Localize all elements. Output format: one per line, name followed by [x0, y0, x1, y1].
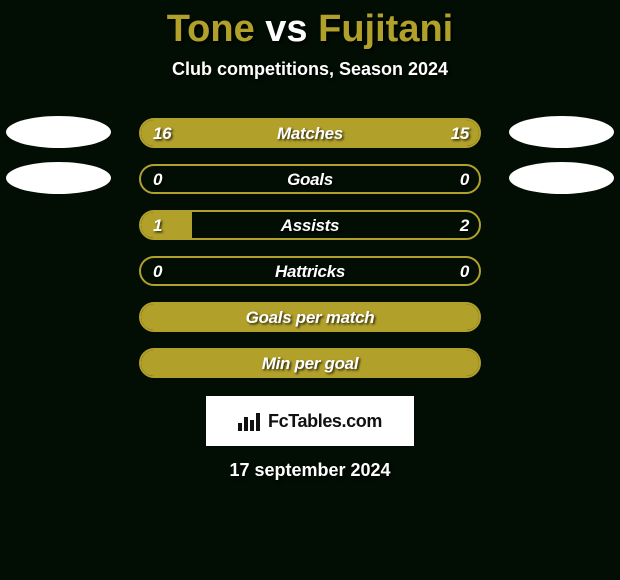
player-right-oval: [509, 116, 614, 148]
stat-value-left: 0: [153, 166, 162, 192]
player-left-oval: [6, 162, 111, 194]
stat-label: Matches: [141, 120, 479, 146]
source-badge: FcTables.com: [206, 396, 414, 446]
stat-row: Matches16 15: [0, 118, 620, 148]
stat-label: Min per goal: [141, 350, 479, 376]
stat-row: Goals0 0: [0, 164, 620, 194]
page-title: Tone vs Fujitani: [0, 8, 620, 51]
subtitle: Club competitions, Season 2024: [0, 59, 620, 80]
stat-bar: Assists1 2: [139, 210, 481, 240]
stat-bar: Min per goal: [139, 348, 481, 378]
stat-bar: Goals0 0: [139, 164, 481, 194]
stat-row: Goals per match: [0, 302, 620, 332]
stat-value-left: 0: [153, 258, 162, 284]
stat-bar: Matches16 15: [139, 118, 481, 148]
stat-value-right: 0: [460, 258, 469, 284]
datestamp: 17 september 2024: [0, 460, 620, 481]
title-right: Fujitani: [318, 8, 453, 50]
bars-icon: [238, 411, 262, 431]
title-vs: vs: [265, 8, 307, 50]
comparison-infographic: Tone vs Fujitani Club competitions, Seas…: [0, 8, 620, 580]
title-left: Tone: [167, 8, 255, 50]
player-left-oval: [6, 116, 111, 148]
stat-value-right: 2: [460, 212, 469, 238]
badge-inner: FcTables.com: [238, 411, 382, 432]
stat-bar: Hattricks0 0: [139, 256, 481, 286]
stat-label: Hattricks: [141, 258, 479, 284]
stat-value-left: 16: [153, 120, 171, 146]
stat-label: Goals: [141, 166, 479, 192]
badge-text: FcTables.com: [268, 411, 382, 432]
stat-value-left: 1: [153, 212, 162, 238]
stat-label: Goals per match: [141, 304, 479, 330]
stat-bar: Goals per match: [139, 302, 481, 332]
stat-row: Min per goal: [0, 348, 620, 378]
stats-container: Matches1615Goals00Assists12Hattricks00Go…: [0, 118, 620, 378]
player-right-oval: [509, 162, 614, 194]
stat-row: Assists1 2: [0, 210, 620, 240]
stat-value-right: 15: [451, 120, 469, 146]
stat-row: Hattricks0 0: [0, 256, 620, 286]
stat-label: Assists: [141, 212, 479, 238]
stat-value-right: 0: [460, 166, 469, 192]
